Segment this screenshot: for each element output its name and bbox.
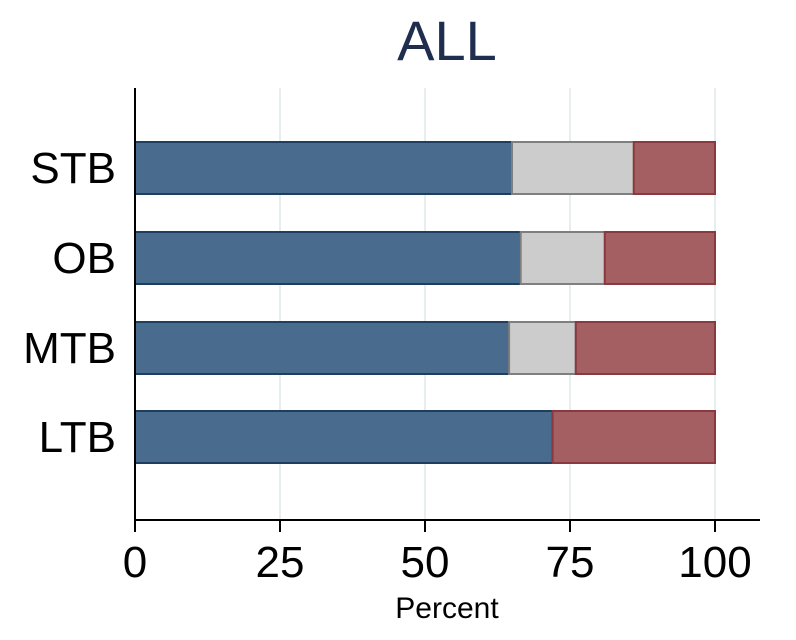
bar-segment	[134, 231, 522, 285]
bar-segment	[519, 231, 606, 285]
category-label: LTB	[39, 413, 116, 462]
bar-segment	[508, 321, 577, 375]
bar-segment	[134, 321, 511, 375]
chart-title: ALL	[397, 9, 497, 72]
bar-segment	[632, 141, 716, 195]
bar-segment	[134, 410, 554, 464]
category-label: MTB	[23, 324, 116, 373]
x-tick-label: 50	[401, 538, 450, 587]
bar-segment	[134, 141, 513, 195]
bars	[134, 141, 716, 464]
bar-segment	[551, 410, 716, 464]
x-tick-label: 75	[546, 538, 595, 587]
x-tick-label: 25	[256, 538, 305, 587]
x-axis-title: Percent	[395, 592, 499, 625]
x-tick-label: 0	[123, 538, 147, 587]
category-labels: STB OB MTB LTB	[23, 144, 116, 462]
category-label: OB	[52, 234, 116, 283]
bar-segment	[574, 321, 716, 375]
bar-segment	[511, 141, 635, 195]
category-label: STB	[30, 144, 116, 193]
x-tick-label: 100	[678, 538, 751, 587]
bar-segment	[603, 231, 716, 285]
x-axis-ticks: 0 25 50 75 100	[123, 520, 752, 587]
